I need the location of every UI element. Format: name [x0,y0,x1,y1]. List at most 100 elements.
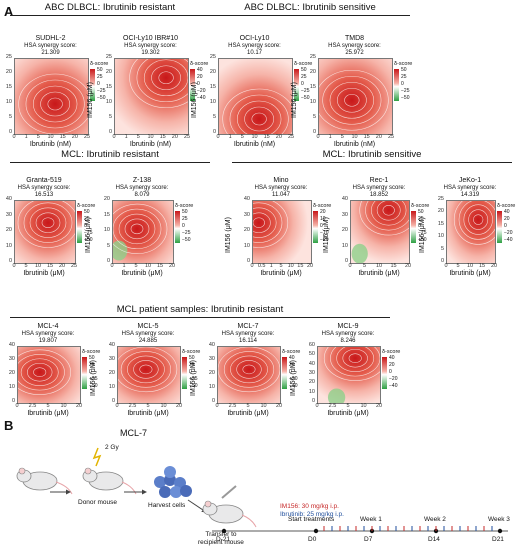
legend-tick-label: 20 [289,362,295,368]
y-tick-label: 30 [308,370,315,376]
x-tick-label: 5 [246,403,250,409]
timepoint-marker [497,528,503,534]
legend-colorbar [282,357,287,389]
legend-title: δ-score [394,61,413,67]
legend-colorbar [497,211,502,243]
y-tick-label: 40 [243,196,250,202]
legend-tick-label: −10 [320,230,329,236]
x-tick-label: 1 [124,134,128,140]
contour-line [223,351,275,388]
x-tick-label: 10 [34,263,42,269]
y-tick-label: 10 [105,99,112,105]
contour-line [20,358,59,386]
y-tick-label: 15 [209,84,216,90]
y-tick-label: 40 [108,342,115,348]
y-tick-label: 40 [5,196,12,202]
group-title: ABC DLBCL: Ibrutinib resistant [44,2,176,13]
timepoint-marker [313,528,319,534]
y-tick-label: 10 [309,99,316,105]
y-tick-label: 25 [437,196,444,202]
x-tick-label: 0 [110,263,114,269]
hsa-score: 24.885 [138,338,158,344]
hsa-score: 16.114 [239,338,257,344]
legend-tick-label: 50 [189,355,195,361]
hsa-label: HSA synergy score: [21,331,75,337]
group-title: MCL patient samples: Ibrutinib resistant [116,304,284,315]
legend-colorbar [90,69,95,101]
legend-tick-label: 0 [89,369,92,375]
y-tick-label: 30 [108,356,115,362]
y-tick-label: 30 [8,356,15,362]
y-axis-label: IM156 (μM) [190,360,197,396]
contour-line [329,81,375,119]
contour-line [18,73,88,134]
day-label: D14 [428,536,440,543]
y-tick-label: 0 [106,258,110,264]
heatmap-fill [115,59,188,134]
harvest-label: Harvest cells [148,502,186,509]
legend-tick-label: −40 [289,383,298,389]
legend-tick-label: 25 [97,74,103,80]
x-tick-label: 0.5 [257,263,266,269]
synergy-heatmap [112,200,174,264]
legend-tick-label: 0 [182,223,185,229]
hsa-label: HSA synergy score: [443,185,497,191]
legend-tick-label: −20 [320,237,329,243]
contour-line [336,347,375,372]
y-tick-label: 10 [243,242,250,249]
legend-title: δ-score [294,61,313,67]
y-tick-label: 25 [209,54,216,60]
x-tick-label: 5 [346,403,350,409]
x-tick-label: 2.5 [128,403,137,409]
cell-line-name: MCL-5 [137,323,159,330]
donor-mouse-icon [82,447,137,495]
y-tick-label: 5 [106,242,110,249]
y-tick-label: 40 [208,342,215,348]
y-tick-label: 10 [108,384,115,390]
synergy-heatmap [350,200,410,264]
legend-title: δ-score [382,349,401,355]
contour-line [118,213,156,245]
x-tick-label: 15 [263,134,270,140]
antagonism-region [351,243,368,263]
legend-title: δ-score [90,61,109,67]
contour-line [229,94,289,134]
contour-line [253,201,289,248]
cell-line-name: TMD8 [344,35,365,42]
x-axis-label: Ibrutinib (μM) [127,410,169,417]
x-axis-label: Ibrutinib (μM) [23,270,65,277]
legend-tick-label: 25 [301,74,307,80]
y-tick-label: 20 [309,69,316,75]
heatmap-fill [319,59,392,134]
legend-tick-label: 50 [97,67,103,73]
x-tick-label: 20 [175,403,183,409]
legend-tick-label: 50 [182,209,188,215]
y-tick-label: 0 [108,129,112,135]
hsa-label: HSA synergy score: [221,331,275,337]
x-tick-label: 15 [297,263,304,269]
contour-line [130,223,144,235]
contour-line [473,214,484,225]
y-tick-label: 5 [312,114,316,120]
donor-label: Donor mouse [78,499,118,506]
y-tick-label: 20 [108,370,115,376]
legend-colorbar [294,69,299,101]
contour-line [136,59,188,103]
legend-tick-label: 20 [197,74,203,80]
naive-mouse-icon [16,467,73,495]
x-tick-label: 0 [444,263,448,269]
contour-line [253,202,283,243]
heatmap-svg [15,59,88,134]
legend-tick-label: 0 [389,369,392,375]
group-title: ABC DLBCL: Ibrutinib sensitive [244,2,376,13]
x-tick-label: 1 [228,134,232,140]
x-axis-label: Ibrutinib (μM) [260,270,302,277]
hsa-label: HSA synergy score: [115,185,169,191]
contour-line [342,348,368,368]
treatment-timeline [212,526,508,534]
legend-tick-label: 0 [289,369,292,375]
y-tick-label: 20 [341,227,348,233]
legend-title: δ-score [182,349,201,355]
contour-line [32,85,78,123]
contour-line [236,100,282,134]
